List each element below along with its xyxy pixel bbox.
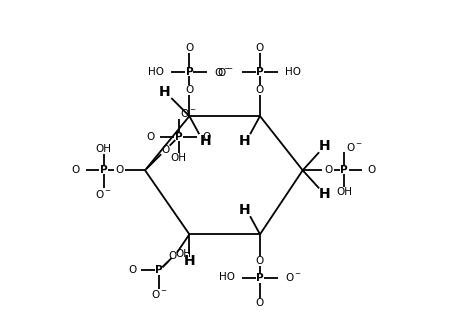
Text: P: P <box>256 273 264 283</box>
Text: H: H <box>183 254 195 268</box>
Text: HO: HO <box>148 67 164 77</box>
Text: P: P <box>340 165 348 175</box>
Text: O: O <box>256 43 264 53</box>
Text: O$^-$: O$^-$ <box>214 66 231 78</box>
Text: P: P <box>175 132 182 142</box>
Text: O: O <box>256 85 264 95</box>
Text: O: O <box>128 266 136 276</box>
Text: P: P <box>256 67 264 77</box>
Text: O: O <box>168 251 176 261</box>
Text: OH: OH <box>336 187 352 197</box>
Text: OH: OH <box>96 144 112 154</box>
Text: O: O <box>146 132 155 142</box>
Text: HO: HO <box>284 67 301 77</box>
Text: H: H <box>319 139 331 153</box>
Text: H: H <box>238 203 250 217</box>
Text: O: O <box>185 85 193 95</box>
Text: O: O <box>72 165 80 175</box>
Text: P: P <box>155 266 163 276</box>
Text: O: O <box>161 145 170 155</box>
Text: OH: OH <box>175 249 191 259</box>
Text: O$^-$: O$^-$ <box>284 271 301 283</box>
Text: O$^-$: O$^-$ <box>218 66 234 78</box>
Text: O$^-$: O$^-$ <box>95 188 112 200</box>
Text: H: H <box>238 134 250 148</box>
Text: P: P <box>185 67 193 77</box>
Text: HO: HO <box>219 272 236 282</box>
Text: O: O <box>256 256 264 266</box>
Text: P: P <box>100 165 108 175</box>
Text: OH: OH <box>171 153 187 163</box>
Text: H: H <box>319 187 331 201</box>
Text: O: O <box>115 165 124 175</box>
Text: O: O <box>324 165 332 175</box>
Text: H: H <box>200 134 211 148</box>
Text: O: O <box>202 132 210 142</box>
Text: O: O <box>256 298 264 308</box>
Text: H: H <box>158 85 170 99</box>
Text: O$^-$: O$^-$ <box>180 107 197 119</box>
Text: O: O <box>368 165 376 175</box>
Text: O$^-$: O$^-$ <box>346 141 363 153</box>
Text: O$^-$: O$^-$ <box>151 288 168 300</box>
Text: O: O <box>185 43 193 53</box>
